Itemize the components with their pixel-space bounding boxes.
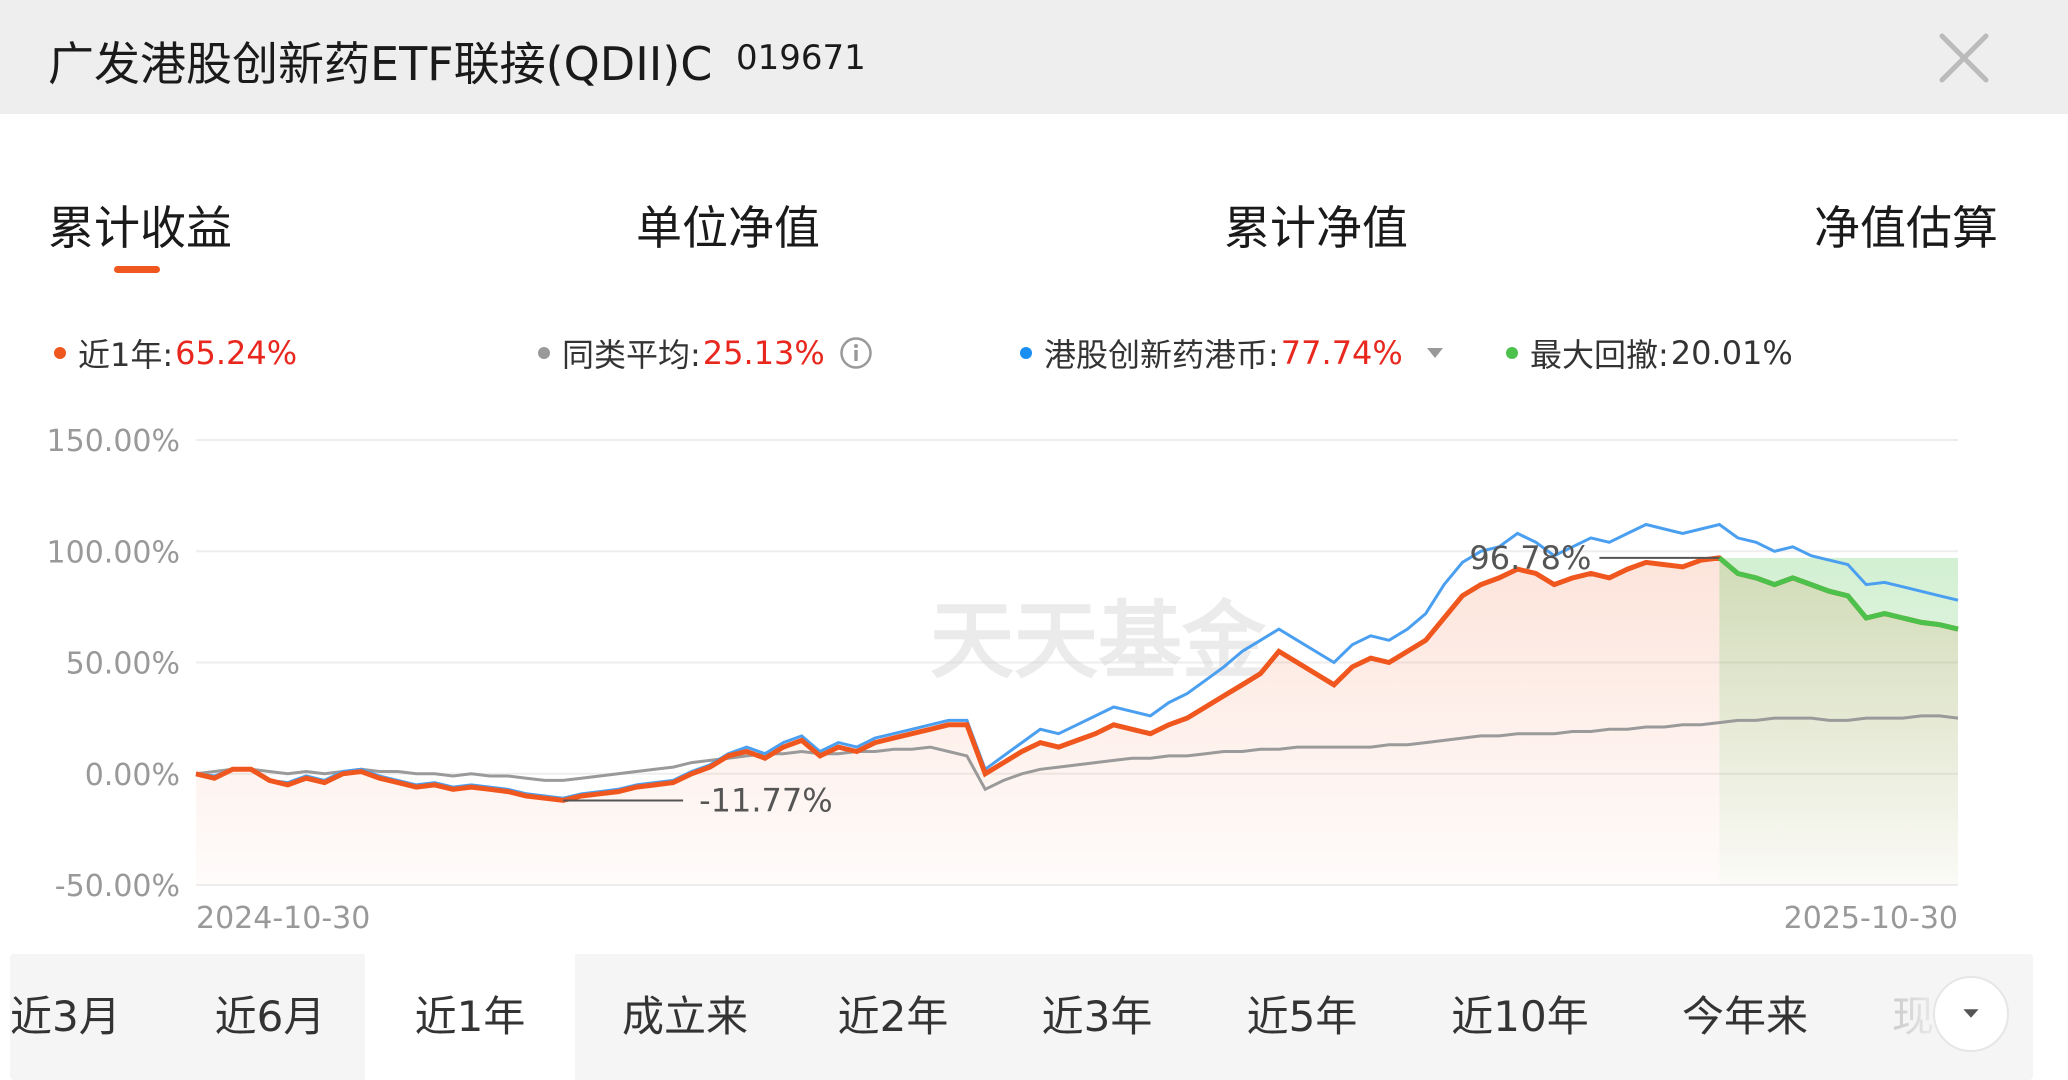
- legend-max-drawdown: 最大回撤: 20.01%: [1506, 330, 1793, 376]
- y-tick-label: 0.00%: [85, 758, 180, 793]
- legend-peer-average: 同类平均: 25.13%: [538, 330, 873, 376]
- period-since-inception[interactable]: 成立来: [621, 992, 748, 1041]
- annotation-label: -11.77%: [699, 781, 833, 819]
- tab-cumulative-return[interactable]: 累计收益: [48, 201, 232, 255]
- header-bar: 广发港股创新药ETF联接(QDII)C 019671: [0, 0, 2068, 114]
- period-ytd[interactable]: 今年来: [1681, 992, 1808, 1041]
- period-3m[interactable]: 近3月: [10, 992, 121, 1041]
- series-line-max-drawdown: [1717, 555, 1959, 632]
- y-tick-label: -50.00%: [55, 869, 180, 904]
- watermark-text: 天天基金: [930, 592, 1267, 690]
- active-tab-indicator: [114, 266, 160, 273]
- chevron-down-icon[interactable]: [1933, 976, 2009, 1052]
- y-axis: 150.00% 100.00% 50.00% 0.00% -50.00%: [47, 424, 180, 904]
- legend-value: 65.24%: [175, 334, 298, 372]
- legend-value: 20.01%: [1670, 334, 1793, 372]
- tab-nav-estimate[interactable]: 净值估算: [1814, 201, 1998, 255]
- legend-dot: [538, 347, 550, 359]
- period-10y[interactable]: 近10年: [1451, 992, 1589, 1041]
- y-tick-label: 100.00%: [47, 535, 180, 570]
- period-3y[interactable]: 近3年: [1041, 992, 1153, 1041]
- legend-dot: [1506, 347, 1518, 359]
- fund-area-fill: [196, 557, 1958, 885]
- legend-label: 港股创新药港币:: [1044, 336, 1279, 374]
- close-icon[interactable]: [1936, 30, 1992, 86]
- info-icon[interactable]: [839, 336, 873, 370]
- period-2y[interactable]: 近2年: [837, 992, 949, 1041]
- legend-index: 港股创新药港币: 77.74%: [1020, 330, 1445, 376]
- x-axis-start-label: 2024-10-30: [196, 901, 370, 936]
- legend-value: 77.74%: [1280, 334, 1403, 372]
- series-line-peer-average: [195, 714, 1959, 792]
- triangle-down-icon[interactable]: [1425, 346, 1445, 360]
- period-selector: 近3月 近6月 近1年 成立来 近2年 近3年 近5年 近10年 今年来 现: [10, 954, 2033, 1080]
- series-line-fund: [195, 555, 1959, 803]
- legend-label: 最大回撤:: [1530, 336, 1669, 374]
- legend-fund: 近1年: 65.24%: [54, 330, 297, 376]
- period-6m[interactable]: 近6月: [214, 992, 326, 1041]
- annotation-label: 96.78%: [1469, 539, 1591, 577]
- legend-dot: [54, 347, 66, 359]
- chart-annotations: -11.77% 96.78%: [563, 539, 1720, 819]
- tab-cumulative-nav[interactable]: 累计净值: [1224, 201, 1408, 255]
- y-tick-label: 150.00%: [47, 424, 180, 459]
- legend-label: 近1年:: [78, 336, 174, 374]
- x-axis-end-label: 2025-10-30: [1784, 901, 1958, 936]
- period-5y[interactable]: 近5年: [1246, 992, 1358, 1041]
- period-1y[interactable]: 近1年: [365, 954, 575, 1080]
- y-tick-label: 50.00%: [66, 647, 180, 682]
- legend-value: 25.13%: [702, 334, 825, 372]
- fund-code: 019671: [736, 38, 866, 78]
- tab-unit-nav[interactable]: 单位净值: [636, 201, 820, 255]
- return-chart[interactable]: 150.00% 100.00% 50.00% 0.00% -50.00% 天天基金 -1…: [0, 400, 2068, 940]
- fund-title: 广发港股创新药ETF联接(QDII)C: [48, 37, 713, 91]
- legend-dot: [1020, 347, 1032, 359]
- legend-label: 同类平均:: [562, 336, 701, 374]
